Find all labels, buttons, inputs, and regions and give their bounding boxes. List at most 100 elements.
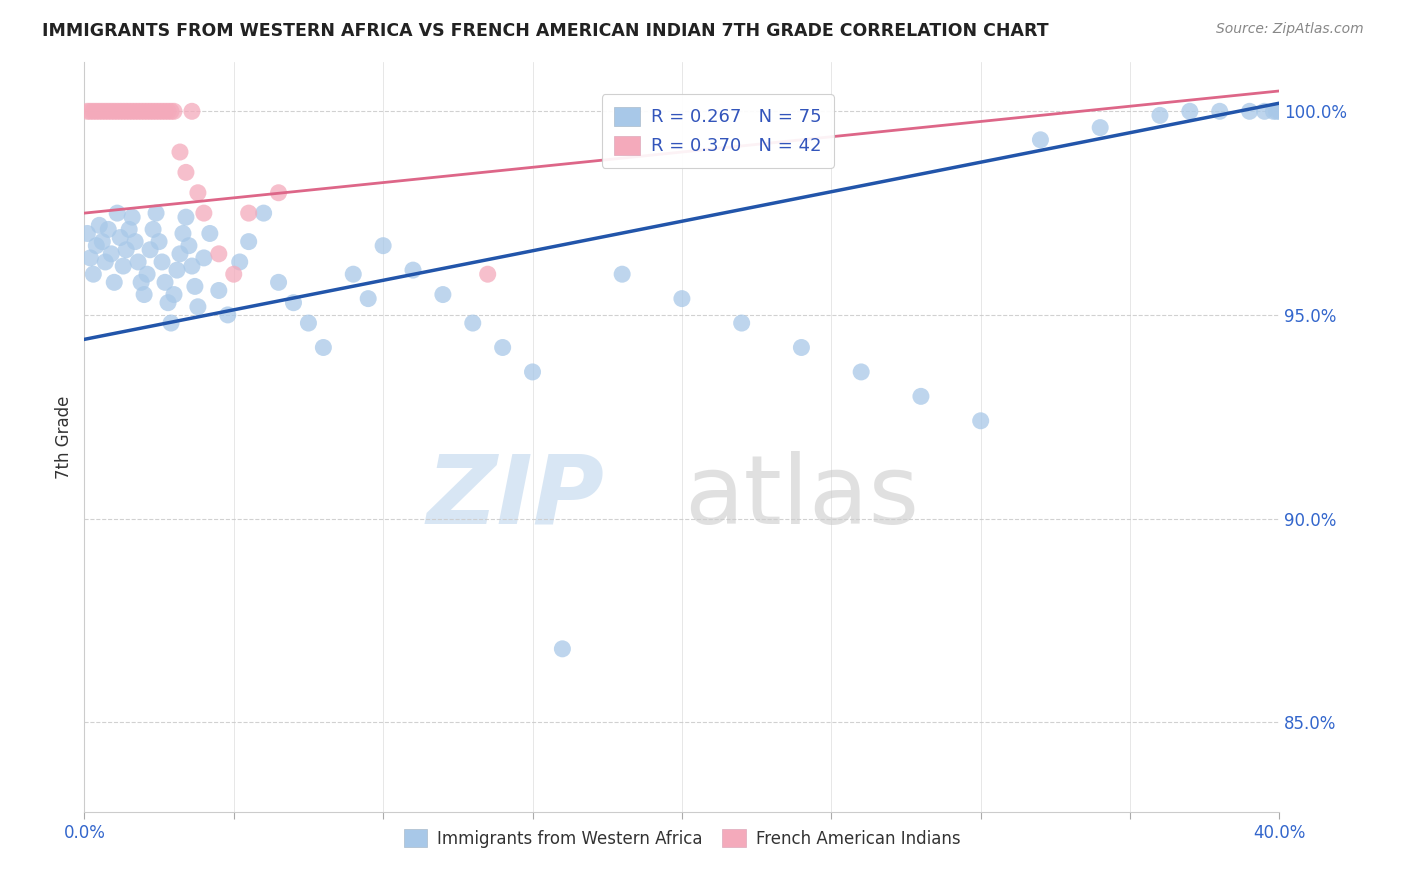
Point (94, 255, 117, 269)
Point (253, 206, 276, 220)
Point (193, 251, 215, 265)
Point (228, 255, 252, 269)
Point (157, 104, 180, 119)
Y-axis label: 7th Grade: 7th Grade (55, 395, 73, 479)
Point (115, 104, 138, 119)
Point (94, 104, 117, 119)
Point (129, 276, 152, 290)
Point (127, 104, 149, 119)
Point (142, 104, 165, 119)
Point (150, 104, 173, 119)
Point (238, 206, 260, 220)
Point (373, 238, 395, 252)
Point (163, 287, 186, 301)
Point (86, 238, 108, 252)
Point (118, 104, 141, 119)
Point (91, 235, 114, 249)
Point (1149, 108, 1171, 122)
Point (169, 247, 191, 261)
Point (187, 300, 209, 314)
Point (82, 104, 104, 119)
Point (79, 251, 101, 265)
Point (731, 316, 754, 330)
Point (184, 279, 207, 293)
Point (551, 641, 574, 656)
Point (1178, 104, 1201, 119)
Point (342, 267, 364, 281)
Text: Source: ZipAtlas.com: Source: ZipAtlas.com (1216, 22, 1364, 37)
Point (100, 104, 122, 119)
Point (217, 308, 239, 322)
Point (187, 186, 209, 200)
Point (89, 219, 111, 233)
Point (124, 104, 146, 119)
Point (910, 389, 932, 403)
Point (181, 104, 204, 119)
Point (132, 104, 156, 119)
Point (148, 235, 170, 249)
Point (118, 222, 141, 236)
Point (166, 263, 188, 277)
Point (193, 206, 215, 220)
Point (1253, 104, 1275, 119)
Point (402, 263, 425, 277)
Point (115, 243, 138, 257)
Point (112, 104, 135, 119)
Point (790, 341, 813, 355)
Point (432, 287, 454, 301)
Point (222, 267, 245, 281)
Point (970, 414, 993, 428)
Text: ZIP: ZIP (426, 450, 605, 543)
Point (139, 104, 162, 119)
Point (492, 341, 515, 355)
Point (79, 104, 101, 119)
Point (851, 365, 873, 379)
Point (136, 267, 159, 281)
Point (136, 104, 159, 119)
Text: IMMIGRANTS FROM WESTERN AFRICA VS FRENCH AMERICAN INDIAN 7TH GRADE CORRELATION C: IMMIGRANTS FROM WESTERN AFRICA VS FRENCH… (42, 22, 1049, 40)
Point (1239, 104, 1261, 119)
Point (160, 104, 183, 119)
Point (297, 316, 319, 330)
Point (97, 104, 120, 119)
Point (1029, 133, 1052, 147)
Point (174, 165, 197, 179)
Point (198, 227, 221, 241)
Point (477, 267, 499, 281)
Point (121, 210, 143, 224)
Point (139, 243, 162, 257)
Point (150, 255, 173, 269)
Point (208, 247, 231, 261)
Point (89, 104, 111, 119)
Point (1265, 104, 1288, 119)
Point (181, 259, 204, 273)
Point (148, 104, 170, 119)
Point (174, 210, 197, 224)
Point (522, 365, 544, 379)
Point (312, 341, 335, 355)
Point (142, 222, 165, 236)
Point (124, 235, 146, 249)
Point (76, 227, 98, 241)
Point (76, 104, 98, 119)
Point (145, 206, 167, 220)
Point (208, 284, 231, 298)
Legend: Immigrants from Western Africa, French American Indians: Immigrants from Western Africa, French A… (395, 821, 969, 855)
Point (671, 292, 693, 306)
Point (110, 104, 132, 119)
Point (1090, 120, 1112, 135)
Point (105, 104, 128, 119)
Point (127, 255, 149, 269)
Point (177, 238, 200, 252)
Point (157, 295, 180, 310)
Point (153, 104, 176, 119)
Text: atlas: atlas (683, 450, 920, 543)
Point (163, 104, 186, 119)
Point (103, 104, 125, 119)
Point (169, 145, 191, 159)
Point (97, 222, 120, 236)
Point (132, 287, 156, 301)
Point (82, 267, 104, 281)
Point (238, 235, 260, 249)
Point (121, 104, 143, 119)
